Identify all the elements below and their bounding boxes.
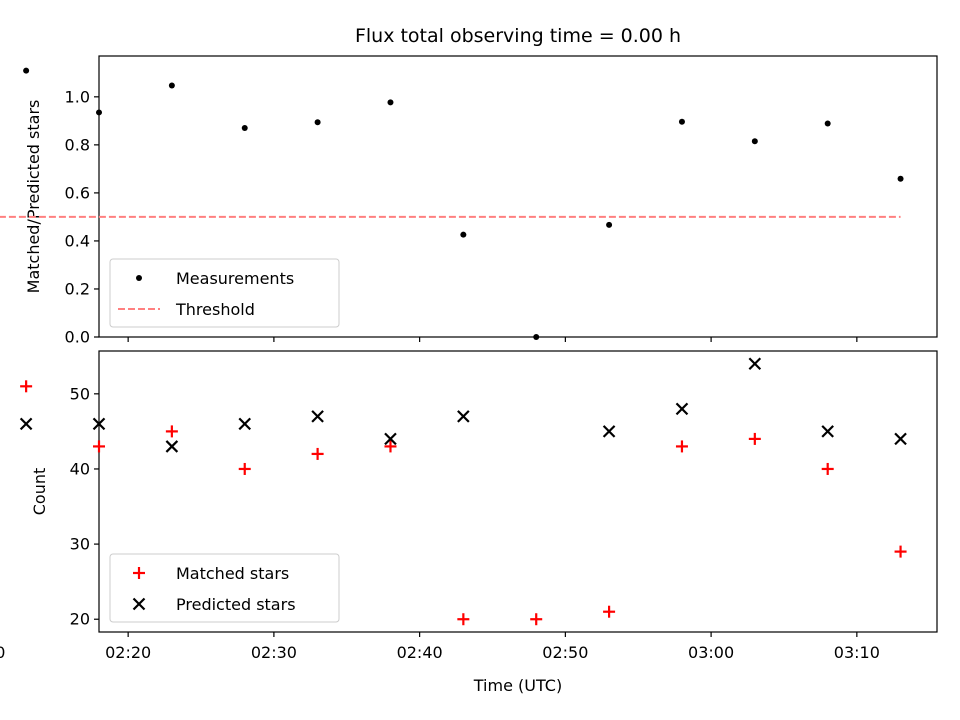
measurement-point — [387, 99, 394, 106]
matched-star-point — [675, 440, 688, 453]
predicted-star-point — [821, 425, 834, 438]
x-tick-label: 03:00 — [688, 643, 734, 662]
predicted-star-point — [602, 425, 616, 438]
measurement-point — [23, 67, 30, 74]
matched-star-point — [748, 432, 761, 445]
y-axis-label: Matched/Predicted stars — [24, 100, 43, 294]
measurement-point — [168, 82, 175, 89]
measurement-point — [678, 118, 685, 125]
measurement-point — [897, 175, 904, 182]
measurement-point — [606, 221, 613, 228]
measurement-point — [824, 120, 831, 127]
matched-star-point — [238, 462, 251, 475]
y-tick-label: 30 — [70, 535, 90, 554]
matched-star-point — [894, 545, 907, 558]
matched-star-point — [821, 462, 834, 475]
predicted-star-point — [675, 402, 689, 416]
predicted-star-point — [165, 440, 179, 453]
legend-box — [109, 553, 340, 623]
matched-star-point — [20, 380, 33, 393]
matched-star-point — [457, 613, 470, 626]
legend-label: Measurements — [176, 269, 294, 288]
y-axis-label: Count — [30, 468, 49, 516]
y-tick-label: 1.0 — [65, 87, 90, 106]
x-axis-label: Time (UTC) — [473, 676, 562, 695]
y-tick-label: 0.0 — [65, 328, 90, 347]
y-tick-label: 0.4 — [65, 231, 90, 250]
legend-label: Predicted stars — [176, 595, 296, 614]
x-tick-label: 02:40 — [397, 643, 443, 662]
measurement-point — [533, 334, 540, 340]
predicted-star-point — [311, 410, 324, 423]
legend-matched-swatch — [133, 567, 145, 579]
chart-title: Flux total observing time = 0.00 h — [355, 25, 681, 47]
ratio-panel: 0.0 0.2 0.4 0.6 0.8 1.0 Matched/Predicted star… — [0, 55, 938, 347]
x-tick-label: 03:10 — [834, 643, 880, 662]
matched-star-point — [165, 425, 178, 438]
y-tick-label: 40 — [70, 459, 90, 478]
y-tick-label: 50 — [70, 384, 90, 403]
measurement-point — [460, 231, 467, 238]
measurement-point — [96, 109, 102, 116]
matched-star-point — [530, 613, 543, 626]
count-panel: 2030405001:4001:5002:0002:1002:2002:3002… — [0, 350, 938, 662]
y-tick-label: 20 — [70, 610, 90, 629]
measurement-point — [241, 125, 248, 132]
matched-star-point — [93, 440, 105, 453]
measurement-point — [314, 119, 321, 126]
matched-star-point — [311, 447, 324, 460]
predicted-star-point — [384, 432, 397, 446]
predicted-star-point — [457, 410, 470, 423]
legend-predicted-swatch — [132, 597, 146, 611]
matched-star-point — [603, 605, 616, 618]
predicted-star-point — [19, 417, 33, 431]
plot-frame — [98, 55, 938, 338]
y-tick-label: 0.2 — [65, 279, 90, 298]
predicted-star-point — [894, 432, 907, 446]
y-tick-label: 0.8 — [65, 135, 90, 154]
x-tick-label: 02:10 — [0, 643, 5, 662]
measurement-point — [751, 138, 758, 145]
legend-label: Matched stars — [176, 564, 289, 583]
predicted-star-point — [92, 417, 106, 431]
x-tick-label: 02:50 — [542, 643, 588, 662]
x-tick-label: 02:30 — [251, 643, 297, 662]
x-tick-label: 02:20 — [105, 643, 151, 662]
y-tick-label: 0.6 — [65, 183, 90, 202]
legend-measurement-swatch — [136, 275, 142, 281]
predicted-star-point — [748, 357, 762, 371]
plot-frame — [98, 350, 938, 633]
matched-star-point — [384, 440, 397, 453]
legend-label: Threshold — [175, 300, 255, 319]
legend: Measurements Threshold — [109, 258, 340, 328]
predicted-star-point — [238, 417, 252, 431]
legend-box — [109, 258, 340, 328]
legend: Matched stars Predicted stars — [109, 553, 340, 623]
